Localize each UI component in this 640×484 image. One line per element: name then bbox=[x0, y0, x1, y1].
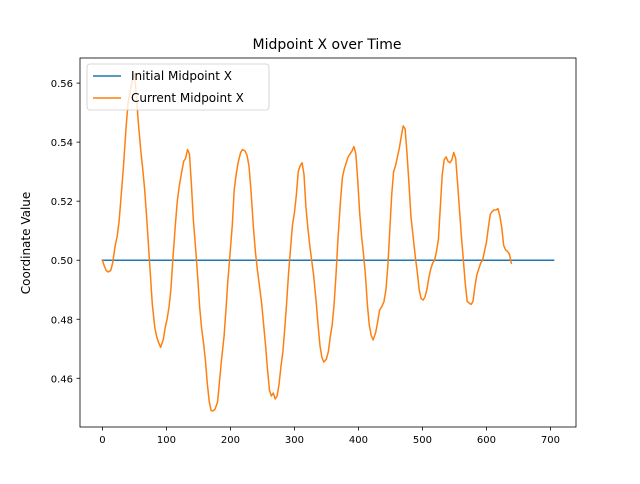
x-tick-label: 0 bbox=[99, 435, 105, 446]
y-tick-label: 0.46 bbox=[51, 374, 73, 385]
legend-label-2: Current Midpoint X bbox=[131, 91, 244, 105]
y-tick-label: 0.50 bbox=[51, 256, 73, 267]
axes-frame bbox=[79, 57, 577, 428]
x-tick-label: 400 bbox=[349, 435, 368, 446]
y-tick-label: 0.48 bbox=[51, 315, 73, 326]
series-line-2 bbox=[101, 73, 513, 412]
y-axis-label: Coordinate Value bbox=[19, 192, 33, 295]
x-tick-label: 300 bbox=[285, 435, 304, 446]
x-tick-label: 500 bbox=[413, 435, 432, 446]
x-tick-label: 600 bbox=[477, 435, 496, 446]
axis-ticks: 0 100 200 300 400 500 600 700 0.46 0.48 0.50 0.52 0.… bbox=[51, 79, 560, 446]
x-tick-label: 100 bbox=[157, 435, 176, 446]
y-tick-label: 0.56 bbox=[51, 79, 73, 90]
plot-area bbox=[101, 73, 555, 412]
chart-title: Midpoint X over Time bbox=[253, 37, 402, 53]
legend-label-1: Initial Midpoint X bbox=[131, 69, 232, 83]
legend: Initial Midpoint X Current Midpoint X bbox=[86, 63, 270, 111]
y-tick-label: 0.54 bbox=[51, 138, 73, 149]
legend-box bbox=[86, 63, 270, 111]
x-tick-label: 200 bbox=[221, 435, 240, 446]
x-tick-label: 700 bbox=[541, 435, 560, 446]
y-tick-label: 0.52 bbox=[51, 197, 73, 208]
